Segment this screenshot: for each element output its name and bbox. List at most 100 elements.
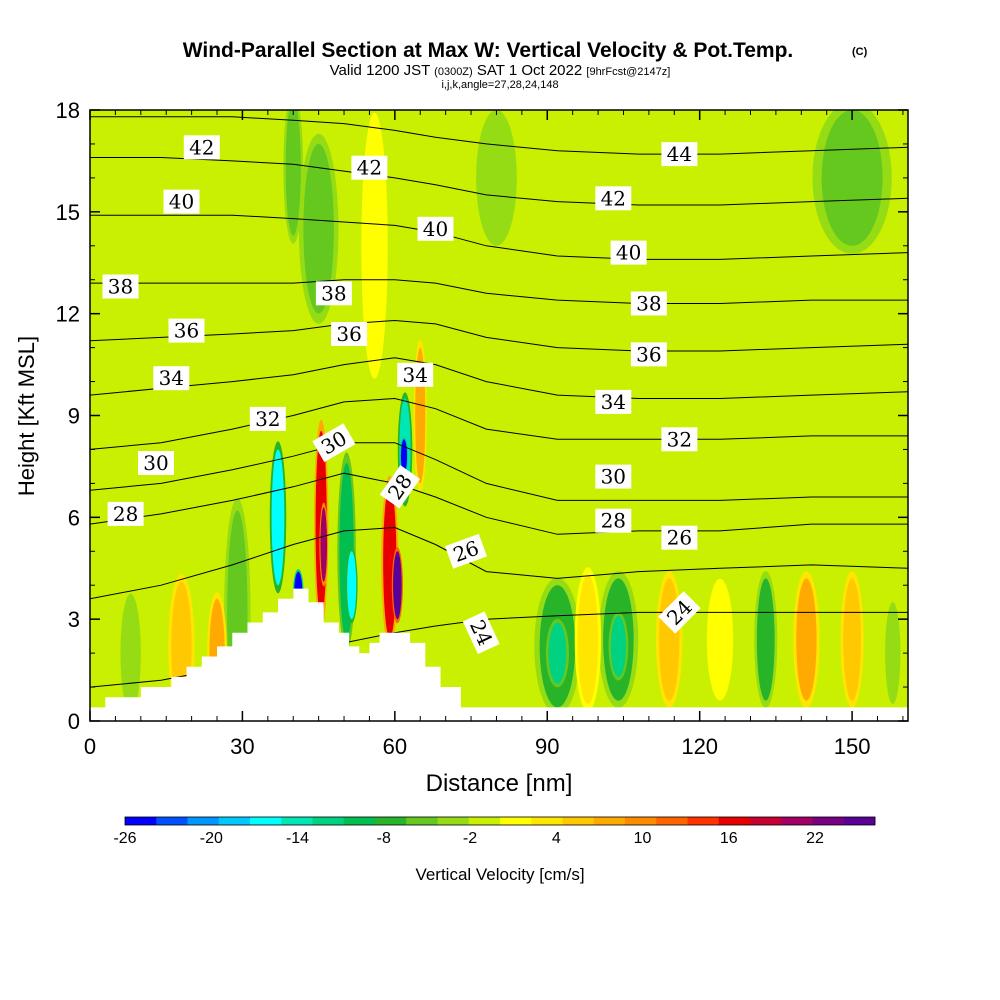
theta-contours (90, 116, 908, 688)
contour-label-text: 42 (601, 186, 626, 210)
theta-contour-38 (90, 279, 908, 304)
colorbar-swatch (500, 817, 532, 825)
y-tick-label: 9 (68, 404, 80, 429)
colorbar-swatch (343, 817, 376, 825)
theta-contour-32 (90, 397, 908, 450)
x-tick-label: 60 (383, 734, 407, 759)
contour-label-text: 36 (636, 342, 661, 366)
colorbar-swatch (718, 817, 751, 825)
colorbar-swatch (687, 817, 720, 825)
velocity-cell (120, 593, 141, 713)
chart-title: Wind-Parallel Section at Max W: Vertical… (183, 39, 794, 62)
colorbar-tick-label: 16 (720, 830, 738, 847)
colorbar-swatch (843, 817, 876, 825)
colorbar-swatch (312, 817, 345, 825)
x-tick-label: 120 (681, 734, 718, 759)
y-tick-label: 12 (56, 302, 80, 327)
contour-label: 38 (630, 291, 667, 316)
colorbar-ticks: -26 -20 -14 -8 -2 4 10 16 22 (113, 830, 824, 847)
contour-label-text: 30 (601, 465, 626, 489)
velocity-cell (796, 578, 817, 701)
contour-label-text: 40 (616, 241, 641, 265)
contour-label-text: 42 (189, 135, 214, 159)
contour-label-text: 40 (169, 190, 194, 214)
contour-label: 28 (107, 501, 144, 526)
colorbar-swatch (250, 817, 282, 825)
x-tick-label: 90 (535, 734, 559, 759)
contour-label: 40 (163, 189, 200, 214)
theta-contour-26 (90, 526, 908, 600)
y-tick-label: 15 (56, 200, 80, 225)
colorbar-swatch (437, 817, 470, 825)
colorbar-label: Vertical Velocity [cm/s] (415, 865, 584, 884)
contour-label-text: 44 (667, 142, 692, 166)
colorbar-swatch (625, 817, 657, 825)
subtitle-valid-date: SAT 1 Oct 2022 (477, 62, 582, 79)
contour-label: 42 (595, 186, 632, 211)
contour-label-text: 34 (601, 390, 626, 414)
velocity-cell (577, 575, 599, 705)
x-tick-label: 30 (230, 734, 254, 759)
chart-indices: i,j,k,angle=27,28,24,148 (441, 79, 558, 91)
velocity-cell (400, 439, 408, 474)
contour-label: 40 (610, 240, 647, 265)
x-tick-label: 150 (834, 734, 871, 759)
colorbar-swatch (656, 817, 688, 825)
velocity-cell (303, 143, 334, 314)
y-tick-label: 3 (68, 607, 80, 632)
contour-label: 24 (462, 611, 500, 655)
velocity-cell (393, 551, 402, 620)
velocity-cell (709, 585, 731, 694)
contour-label-text: 32 (667, 427, 692, 451)
contour-label-text: 34 (402, 363, 427, 387)
colorbar-swatch (531, 817, 563, 825)
velocity-cell (843, 578, 862, 701)
contour-label-text: 42 (357, 156, 382, 180)
colorbar-tick-label: 10 (634, 830, 652, 847)
contour-label: 34 (595, 389, 632, 414)
x-axis-label: Distance [nm] (426, 770, 573, 797)
terrain (90, 588, 908, 721)
chart-subtitle: Valid 1200 JST (0300Z) SAT 1 Oct 2022 [9… (330, 62, 671, 79)
contour-label: 32 (661, 427, 698, 452)
contour-label: 42 (183, 135, 220, 160)
contour-label: 36 (168, 318, 205, 343)
colorbar-swatch (593, 817, 626, 825)
x-axis: 0 30 60 90 120 150 (84, 110, 904, 759)
theta-contour-30 (90, 442, 908, 501)
y-tick-label: 6 (68, 505, 80, 530)
colorbar-tick-label: 4 (552, 830, 561, 847)
contour-label-text: 40 (423, 217, 448, 241)
contour-label: 40 (417, 216, 454, 241)
contour-label-text: 36 (336, 322, 361, 346)
colorbar-swatch (156, 817, 188, 825)
contour-label: 38 (102, 274, 139, 299)
subtitle-utc: (0300Z) (434, 66, 473, 78)
contour-label-text: 34 (159, 366, 184, 390)
contour-label: 30 (138, 451, 174, 475)
velocity-cell (271, 449, 285, 586)
theta-contour-36 (90, 319, 908, 352)
velocity-cell (548, 622, 567, 684)
velocity-cell (364, 126, 385, 365)
contour-label: 34 (397, 362, 434, 387)
colorbar-swatch (125, 817, 157, 825)
colorbar-swatch (750, 817, 782, 825)
contour-label: 34 (153, 366, 190, 391)
contour-label-text: 32 (255, 407, 280, 431)
colorbar-swatch (375, 817, 407, 825)
subtitle-valid-prefix: Valid 1200 JST (330, 62, 430, 79)
contour-label: 36 (331, 322, 368, 346)
contour-labels: 42 42 44 40 42 40 40 38 38 38 36 36 36 34 34 34 32 32 30 30… (102, 135, 701, 655)
colorbar-swatch (218, 817, 251, 825)
colorbar-swatch (812, 817, 845, 825)
velocity-cell (610, 615, 627, 677)
colorbar-swatch (281, 817, 313, 825)
colorbar-tick-label: -14 (286, 830, 309, 847)
contour-label: 36 (630, 342, 667, 367)
velocity-cell (347, 551, 357, 620)
velocity-cell (756, 578, 775, 701)
colorbar-tick-label: -20 (200, 830, 223, 847)
